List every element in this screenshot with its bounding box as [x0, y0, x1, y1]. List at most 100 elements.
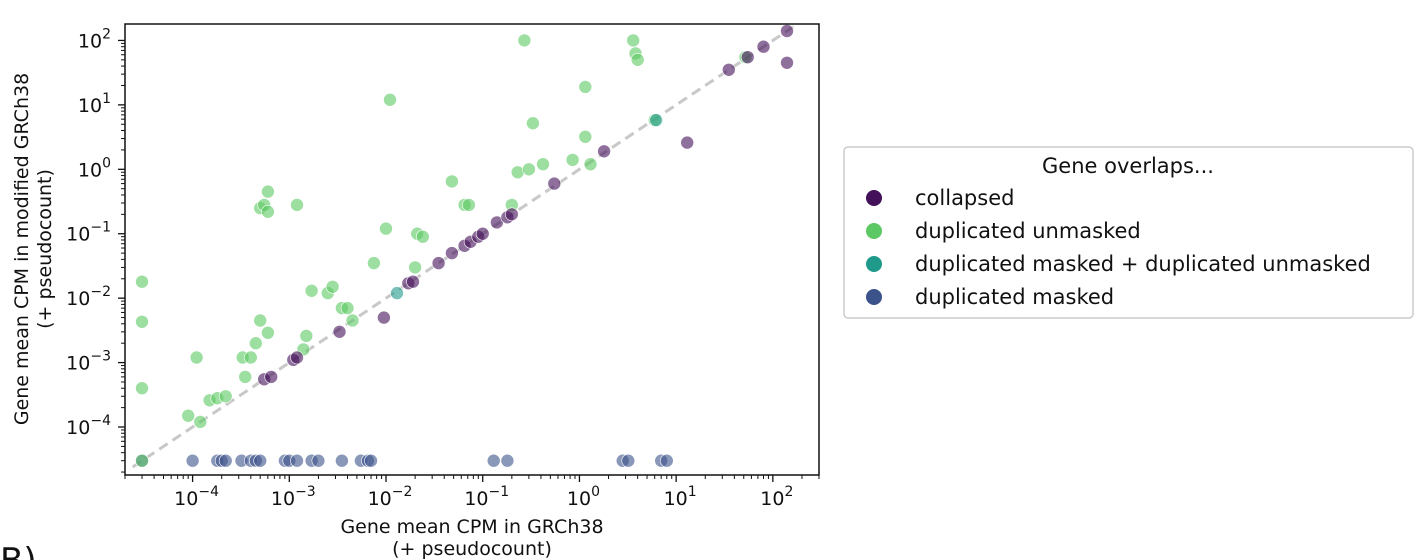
- legend-marker-duplicated-masked: [866, 289, 882, 305]
- legend-label-collapsed: collapsed: [915, 186, 1014, 210]
- x-tick-label: 102: [760, 484, 793, 510]
- point-duplicated-unmasked: [565, 153, 580, 167]
- legend-frame: [843, 146, 1414, 319]
- x-axis-title-pseudocount: (+ pseudocount): [392, 538, 552, 560]
- point-duplicated-unmasked: [189, 350, 204, 365]
- point-collapsed: [445, 246, 459, 260]
- y-tick-label: 10−1: [66, 220, 111, 246]
- panel-letter: B): [0, 541, 37, 560]
- point-duplicated-unmasked: [253, 313, 268, 328]
- point-duplicated-masked: [311, 453, 326, 468]
- point-collapsed: [475, 226, 490, 241]
- point-duplicated-masked: [290, 453, 304, 468]
- y-tick-label: 102: [78, 26, 111, 52]
- point-collapsed: [740, 50, 755, 65]
- point-duplicated-unmasked: [135, 381, 149, 396]
- point-duplicated-unmasked: [415, 229, 430, 244]
- point-duplicated-unmasked: [517, 33, 532, 48]
- point-duplicated-unmasked: [383, 93, 397, 107]
- point-duplicated-unmasked: [630, 52, 645, 67]
- point-duplicated-masked: [335, 453, 349, 468]
- point-duplicated-unmasked: [290, 198, 304, 212]
- point-duplicated-unmasked: [244, 350, 258, 365]
- point-duplicated-unmasked: [304, 283, 319, 298]
- point-duplicated-unmasked: [578, 80, 593, 94]
- legend-marker-collapsed: [866, 190, 882, 206]
- x-tick-label: 10−3: [271, 484, 316, 510]
- point-collapsed: [756, 39, 771, 54]
- points-layer: [135, 24, 794, 468]
- point-duplicated-unmasked: [135, 274, 149, 289]
- point-duplicated-unmasked: [379, 221, 393, 236]
- point-duplicated-unmasked: [408, 260, 422, 275]
- diagonal-reference-line: [131, 22, 799, 469]
- point-duplicated-masked-duplicated-unmasked: [390, 286, 404, 300]
- y-axis-title-pseudocount: (+ pseudocount): [34, 169, 56, 329]
- x-tick-label: 10−2: [368, 484, 413, 510]
- point-duplicated-masked: [364, 453, 378, 468]
- point-duplicated-masked: [621, 453, 636, 468]
- x-tick-label: 10−1: [464, 484, 509, 510]
- legend-label-masked-and-unmasked: duplicated masked + duplicated unmasked: [915, 252, 1371, 276]
- legend-marker-duplicated-unmasked: [866, 223, 882, 239]
- point-collapsed: [780, 24, 794, 38]
- point-duplicated-unmasked: [367, 256, 381, 270]
- y-tick-label: 100: [78, 155, 111, 181]
- point-duplicated-unmasked: [510, 165, 525, 180]
- point-collapsed: [504, 207, 519, 222]
- point-duplicated-unmasked: [526, 116, 540, 130]
- point-collapsed: [680, 135, 695, 150]
- ticks-layer: 10−4 10−3 10−2 10−1 100 101 102 10−4 10−3 10−2 10−…: [66, 26, 820, 510]
- diagonal-reference-layer: [131, 22, 799, 469]
- point-collapsed: [264, 370, 279, 384]
- point-duplicated-unmasked: [261, 204, 275, 219]
- point-duplicated-unmasked: [445, 174, 459, 189]
- legend: Gene overlaps... collapsed duplicated un…: [843, 146, 1414, 319]
- point-duplicated-masked: [253, 453, 268, 468]
- point-duplicated-unmasked: [218, 389, 233, 404]
- point-duplicated-unmasked: [340, 301, 355, 315]
- point-collapsed: [431, 256, 446, 270]
- point-duplicated-unmasked: [462, 198, 476, 212]
- point-duplicated-unmasked: [249, 336, 263, 351]
- y-tick-label: 10−2: [66, 284, 111, 310]
- legend-label-duplicated-unmasked: duplicated unmasked: [915, 219, 1141, 243]
- x-tick-label: 101: [664, 484, 697, 510]
- point-duplicated-masked: [218, 453, 233, 468]
- y-tick-label: 10−4: [66, 413, 111, 439]
- point-duplicated-unmasked: [261, 325, 275, 340]
- y-tick-label: 101: [78, 91, 111, 117]
- legend-marker-masked-and-unmasked: [866, 256, 882, 272]
- point-duplicated-unmasked: [261, 184, 275, 199]
- point-collapsed: [721, 63, 736, 77]
- point-duplicated-unmasked: [325, 279, 340, 294]
- point-duplicated-unmasked: [626, 33, 641, 48]
- point-duplicated-masked: [185, 453, 200, 468]
- legend-label-duplicated-masked: duplicated masked: [915, 285, 1114, 309]
- point-duplicated-unmasked: [522, 162, 536, 177]
- point-duplicated-unmasked: [345, 313, 360, 328]
- plot-frame: [124, 23, 820, 476]
- point-duplicated-masked: [486, 453, 501, 468]
- y-tick-label: 10−3: [66, 349, 111, 375]
- point-collapsed: [406, 274, 420, 289]
- point-duplicated-unmasked: [193, 415, 208, 429]
- point-duplicated-unmasked: [181, 408, 195, 423]
- point-duplicated-unmasked: [135, 453, 149, 468]
- x-tick-label: 100: [567, 484, 600, 510]
- point-duplicated-unmasked: [299, 329, 314, 343]
- point-collapsed: [547, 176, 562, 191]
- point-duplicated-masked: [659, 453, 674, 468]
- point-duplicated-unmasked: [578, 130, 593, 144]
- x-tick-label: 10−4: [174, 484, 219, 510]
- point-duplicated-unmasked: [583, 157, 598, 171]
- point-duplicated-masked-duplicated-unmasked: [649, 113, 663, 127]
- x-axis-title: Gene mean CPM in GRCh38: [340, 516, 603, 538]
- point-duplicated-unmasked: [238, 370, 252, 384]
- point-collapsed: [597, 144, 611, 159]
- point-collapsed: [290, 350, 304, 365]
- point-duplicated-masked: [500, 453, 515, 468]
- point-duplicated-unmasked: [536, 157, 550, 171]
- point-collapsed: [377, 310, 391, 325]
